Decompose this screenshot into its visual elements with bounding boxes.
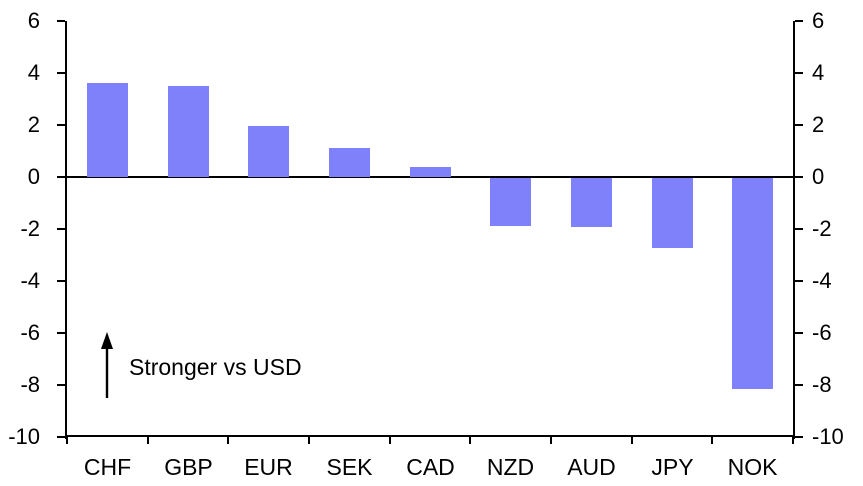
y-tick-left <box>57 124 65 126</box>
x-tick-label-jpy: JPY <box>651 454 694 480</box>
y-tick-label-right: 4 <box>812 60 825 85</box>
x-boundary-tick <box>711 437 713 444</box>
x-tick-label-gbp: GBP <box>164 454 213 480</box>
y-tick-right <box>795 20 803 22</box>
y-tick-left <box>57 332 65 334</box>
y-tick-label-left: -8 <box>20 372 40 397</box>
y-tick-right <box>795 384 803 386</box>
y-tick-left <box>57 436 65 438</box>
y-tick-right <box>795 124 803 126</box>
x-boundary-tick <box>66 437 68 444</box>
x-boundary-tick <box>308 437 310 444</box>
y-tick-right <box>795 332 803 334</box>
x-tick-label-cad: CAD <box>406 454 455 480</box>
x-boundary-tick <box>469 437 471 444</box>
bar-aud <box>571 178 612 227</box>
x-tick-label-sek: SEK <box>326 454 373 480</box>
bar-jpy <box>652 178 693 248</box>
y-tick-left <box>57 20 65 22</box>
x-boundary-tick <box>550 437 552 444</box>
y-tick-label-left: -10 <box>8 424 40 449</box>
up-arrow-icon <box>101 332 113 398</box>
y-axis-left <box>65 21 67 439</box>
y-tick-right <box>795 176 803 178</box>
bar-sek <box>329 148 370 177</box>
x-boundary-tick <box>792 437 794 444</box>
x-boundary-tick <box>227 437 229 444</box>
y-tick-label-left: 0 <box>27 164 40 189</box>
x-boundary-tick <box>389 437 391 444</box>
y-tick-label-right: -8 <box>812 372 832 397</box>
y-tick-label-left: -4 <box>20 268 40 293</box>
bar-eur <box>248 126 289 177</box>
y-tick-right <box>795 280 803 282</box>
y-tick-left <box>57 72 65 74</box>
x-tick-label-chf: CHF <box>83 454 132 480</box>
y-tick-label-right: 2 <box>812 112 825 137</box>
y-tick-left <box>57 228 65 230</box>
y-tick-label-right: -4 <box>812 268 832 293</box>
y-tick-label-left: -6 <box>20 320 40 345</box>
y-tick-label-left: -2 <box>20 216 40 241</box>
bar-cad <box>410 167 451 177</box>
bar-gbp <box>168 86 209 177</box>
y-axis-right <box>793 21 795 439</box>
y-tick-label-right: 0 <box>812 164 825 189</box>
y-tick-label-right: -2 <box>812 216 832 241</box>
y-tick-right <box>795 228 803 230</box>
bar-chf <box>87 83 128 177</box>
zero-line <box>67 176 793 178</box>
x-tick-label-nok: NOK <box>727 454 778 480</box>
y-tick-left <box>57 280 65 282</box>
x-tick-label-aud: AUD <box>567 454 616 480</box>
bar-nzd <box>490 178 531 226</box>
y-tick-left <box>57 176 65 178</box>
x-tick-label-eur: EUR <box>244 454 293 480</box>
x-tick-label-nzd: NZD <box>486 454 535 480</box>
y-tick-label-left: 4 <box>27 60 40 85</box>
y-tick-right <box>795 436 803 438</box>
y-tick-label-right: -10 <box>812 424 844 449</box>
x-boundary-tick <box>631 437 633 444</box>
y-tick-right <box>795 72 803 74</box>
x-boundary-tick <box>147 437 149 444</box>
y-tick-label-left: 2 <box>27 112 40 137</box>
y-tick-label-right: -6 <box>812 320 832 345</box>
y-tick-left <box>57 384 65 386</box>
y-tick-label-right: 6 <box>812 8 825 33</box>
annotation-stronger-vs-usd: Stronger vs USD <box>129 354 302 380</box>
y-tick-label-left: 6 <box>27 8 40 33</box>
x-axis-bottom <box>65 435 795 437</box>
bar-nok <box>732 178 773 389</box>
